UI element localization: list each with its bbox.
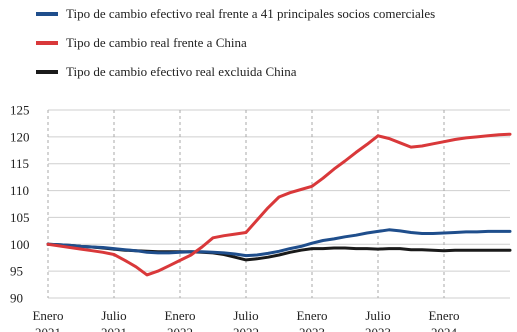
- x-tick-year: 2022: [167, 325, 193, 332]
- y-tick-label: 90: [10, 291, 23, 306]
- legend-item-competitors: Tipo de cambio efectivo real frente a 41…: [36, 5, 435, 23]
- x-tick-year: 2023: [365, 325, 391, 332]
- y-tick-label: 115: [10, 156, 29, 171]
- x-tick-year: 2023: [299, 325, 325, 332]
- x-tick-month: Enero: [164, 308, 195, 323]
- x-tick-month: Enero: [32, 308, 63, 323]
- legend-swatch-black: [36, 70, 58, 74]
- legend-swatch-red: [36, 41, 58, 45]
- y-tick-label: 105: [10, 210, 30, 225]
- legend-swatch-blue: [36, 12, 58, 16]
- legend-label: Tipo de cambio real frente a China: [66, 35, 247, 50]
- y-tick-label: 110: [10, 183, 29, 198]
- x-tick-month: Julio: [365, 308, 390, 323]
- y-tick-label: 125: [10, 103, 30, 118]
- legend-label: Tipo de cambio efectivo real excluida Ch…: [66, 64, 297, 79]
- x-tick-year: 2022: [233, 325, 259, 332]
- x-tick-month: Enero: [296, 308, 327, 323]
- line-series-china: [46, 132, 512, 277]
- x-tick-year: 2021: [35, 325, 61, 332]
- x-tick-year: 2021: [101, 325, 127, 332]
- x-tick-year: 2024: [431, 325, 458, 332]
- y-tick-label: 95: [10, 264, 23, 279]
- y-tick-label: 100: [10, 237, 30, 252]
- legend-item-china: Tipo de cambio real frente a China: [36, 34, 247, 52]
- x-tick-month: Julio: [101, 308, 126, 323]
- legend-label: Tipo de cambio efectivo real frente a 41…: [66, 6, 436, 21]
- line-series-competitors: [46, 228, 512, 258]
- y-tick-label: 120: [10, 129, 30, 144]
- x-tick-month: Enero: [428, 308, 459, 323]
- legend-item-excl-china: Tipo de cambio efectivo real excluida Ch…: [36, 63, 297, 81]
- x-tick-month: Julio: [233, 308, 258, 323]
